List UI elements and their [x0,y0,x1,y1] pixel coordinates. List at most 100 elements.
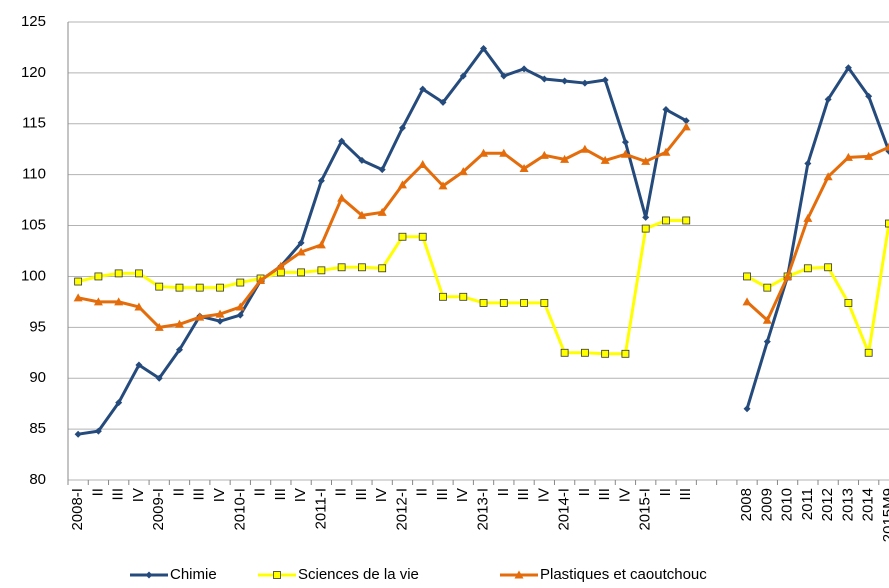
x-tick-label: 2014-I [556,488,573,531]
legend-label: Plastiques et caoutchouc [540,566,707,583]
marker [743,405,751,413]
marker [398,124,406,132]
marker [297,268,306,277]
marker [561,77,569,85]
marker [273,571,281,579]
x-tick-label: IV [535,488,552,502]
marker [93,297,103,306]
marker [358,156,366,164]
marker [135,269,143,278]
marker [317,177,325,185]
x-tick-label: IV [373,488,390,502]
marker [540,299,549,307]
x-tick-label: III [434,488,451,501]
marker [276,268,285,277]
marker [763,283,772,292]
marker [74,277,83,286]
x-tick-label: III [677,488,694,501]
marker [155,374,163,382]
marker [175,283,184,292]
marker [804,159,812,167]
x-tick-label: IV [292,488,309,502]
marker [500,72,508,80]
marker [601,76,609,84]
x-tick-label: 2011-I [312,488,329,529]
marker [844,299,853,307]
x-tick-label: III [353,488,370,501]
marker [155,282,164,291]
marker [296,247,306,256]
x-tick-label: III [515,488,532,501]
series-line [77,46,889,436]
marker [458,167,468,176]
x-tick-label: 2010 [779,488,796,521]
marker [864,151,874,160]
marker [823,172,833,181]
marker [439,98,447,106]
marker [662,216,670,225]
marker [236,278,245,287]
marker [337,263,346,272]
marker [885,219,889,228]
marker [661,147,671,156]
marker [215,309,225,318]
marker [520,299,528,307]
marker [601,349,610,358]
marker [418,159,428,168]
marker [514,570,524,579]
marker [175,346,183,354]
y-tick-label: 90 [29,369,46,386]
x-tick-label: II [170,488,187,496]
marker [337,193,347,202]
x-tick-label: 2008 [738,488,755,521]
x-tick-label: III [272,488,289,501]
marker [236,311,244,319]
x-tick-label: 2009-I [150,488,167,531]
x-tick-label: 2015-I [637,488,654,531]
x-tick-label: 2012-I [393,488,410,531]
marker [824,263,833,272]
marker [641,156,651,165]
marker [378,166,386,174]
marker [763,338,771,346]
marker [397,180,407,189]
marker [378,264,387,273]
y-tick-label: 100 [21,267,46,284]
x-tick-label: III [110,488,127,501]
marker [600,155,610,164]
marker [439,292,447,301]
x-tick-label: IV [454,488,471,502]
marker [297,239,305,247]
x-tick-label: II [414,488,431,496]
y-tick-label: 125 [21,13,46,30]
marker [681,122,691,131]
marker [539,150,549,159]
marker [154,322,164,331]
marker [134,302,144,311]
marker [480,44,488,52]
marker [824,95,832,103]
marker [459,72,467,80]
marker [357,210,367,219]
marker [145,571,153,579]
marker [743,272,751,281]
x-tick-label: 2011 [799,488,816,520]
marker [195,283,204,292]
marker [783,271,793,280]
x-tick-label: 2012 [819,488,836,521]
marker [803,213,813,222]
x-tick-label: II [252,488,269,496]
marker [843,152,853,161]
x-tick-label: 2008-I [69,488,86,531]
x-tick-label: 2013-I [475,488,492,531]
marker [94,272,103,281]
marker [621,138,629,146]
marker [540,75,548,83]
marker [135,361,143,369]
x-tick-label: II [657,488,674,496]
marker [580,348,589,357]
marker [94,427,102,435]
marker [742,297,752,306]
y-tick-label: 120 [21,64,46,81]
